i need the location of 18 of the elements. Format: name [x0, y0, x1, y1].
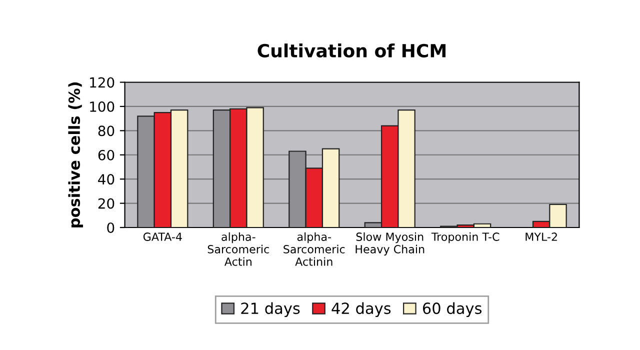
legend-label: 21 days — [241, 302, 300, 318]
x-tick-label: Troponin T-C — [431, 232, 500, 244]
x-tick-label: MYL-2 — [526, 232, 557, 241]
y-tick-label: 100 — [90, 101, 114, 112]
y-axis-title: positive cells (%) — [68, 82, 84, 228]
y-tick-label: 80 — [98, 126, 114, 136]
chart-title: Cultivation of HCM — [258, 44, 446, 58]
legend-label: 42 days — [332, 302, 391, 318]
y-tick-label: 20 — [98, 198, 114, 209]
y-tick-label: 120 — [90, 77, 114, 88]
x-tick-label: Slow Myosin Heavy Chain — [356, 232, 424, 256]
x-tick-label: alpha-Sarcomeric Actin — [208, 232, 269, 266]
y-tick-label: 60 — [98, 150, 114, 160]
x-tick-label: alpha-Sarcomeric Actinin — [284, 232, 345, 266]
x-tick-label: GATA-4 — [143, 232, 182, 241]
y-tick-label: 0 — [107, 222, 114, 233]
y-tick-label: 40 — [98, 174, 114, 185]
legend-label: 60 days — [422, 302, 482, 318]
